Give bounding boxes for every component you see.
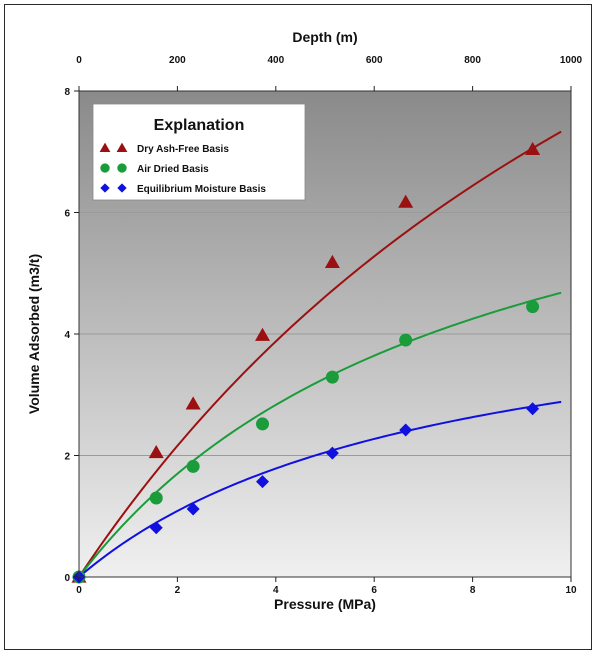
top-tick-label: 400: [267, 55, 284, 66]
y-tick-label: 6: [64, 209, 70, 220]
legend-entry: Equilibrium Moisture Basis: [100, 183, 266, 195]
x-axis-title: Pressure (MPa): [274, 596, 376, 612]
x-tick-label: 2: [175, 585, 181, 596]
legend-label: Equilibrium Moisture Basis: [137, 184, 266, 195]
y-tick-label: 2: [64, 452, 70, 463]
top-tick-label: 600: [366, 55, 383, 66]
legend-marker: [100, 183, 110, 193]
x-tick-label: 10: [565, 585, 577, 596]
legend-marker: [116, 142, 128, 153]
data-point: [325, 446, 339, 460]
data-point: [186, 502, 200, 516]
legend-label: Air Dried Basis: [137, 164, 209, 175]
data-point: [256, 417, 270, 431]
x-tick-label: 4: [273, 585, 279, 596]
top-tick-label: 800: [464, 55, 481, 66]
top-tick-label: 200: [169, 55, 186, 66]
y-axis-title: Volume Adsorbed (m3/t): [26, 254, 42, 414]
axes: 0 2 4 6 8 10 0 2 4 6 8 0 200 400 600 800 1000: [64, 55, 582, 596]
x-tick-label: 0: [76, 585, 82, 596]
legend-box: [92, 103, 306, 201]
legend-entries: Dry Ash-Free Basis Air Dried Basis Equilib…: [99, 142, 266, 195]
data-point: [399, 423, 413, 437]
top-tick-label: 0: [76, 55, 82, 66]
top-tick-label: 1000: [560, 55, 583, 66]
fit-curves: [78, 130, 562, 578]
legend-marker: [100, 163, 110, 173]
fit-curve: [78, 130, 562, 578]
data-point: [526, 300, 540, 314]
data-point: [148, 444, 164, 459]
data-point: [525, 141, 541, 155]
legend-marker: [117, 183, 127, 193]
data-point: [398, 194, 414, 208]
data-point: [149, 521, 163, 535]
top-axis-title: Depth (m): [292, 29, 357, 45]
fit-curve: [78, 291, 562, 578]
data-point: [256, 475, 270, 489]
fit-curve: [78, 400, 562, 578]
y-tick-label: 8: [64, 87, 70, 98]
legend-entry: Air Dried Basis: [100, 163, 209, 175]
data-point: [149, 491, 163, 505]
data-point: [324, 254, 340, 268]
legend-entry: Dry Ash-Free Basis: [99, 142, 229, 155]
legend-marker: [99, 142, 111, 153]
legend-label: Dry Ash-Free Basis: [137, 144, 229, 155]
y-tick-label: 0: [64, 573, 70, 584]
data-point: [399, 333, 413, 347]
x-tick-label: 8: [470, 585, 476, 596]
data-point: [325, 370, 339, 384]
data-point: [526, 402, 540, 416]
legend-marker: [117, 163, 127, 173]
y-tick-label: 4: [64, 330, 70, 341]
data-point: [255, 327, 271, 341]
legend-title: Explanation: [154, 117, 245, 134]
data-point: [186, 459, 200, 473]
legend: Explanation Dry Ash-Free Basis Air Dried …: [92, 103, 306, 201]
data-point: [185, 396, 201, 410]
x-tick-label: 6: [371, 585, 377, 596]
